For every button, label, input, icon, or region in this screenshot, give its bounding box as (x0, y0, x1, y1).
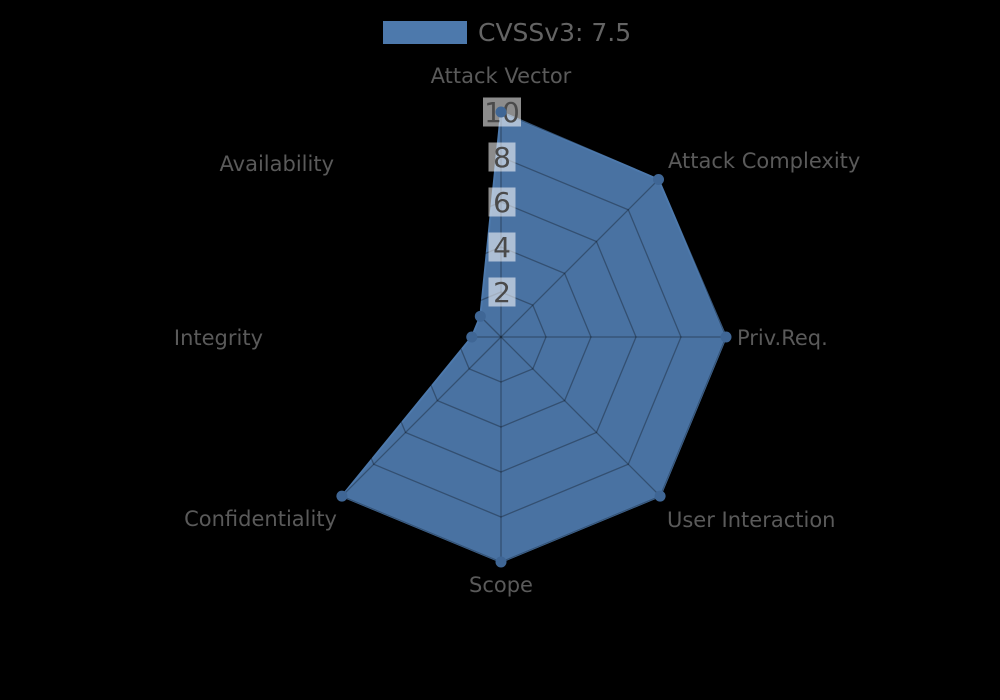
axis-label-priv-req: Priv.Req. (737, 326, 828, 350)
axis-label-availability: Availability (220, 152, 334, 176)
tick-label-box (488, 142, 516, 172)
axis-label-attack-complexity: Attack Complexity (668, 149, 860, 173)
tick-label: 2 (493, 276, 511, 309)
radar-grid-ring (455, 291, 547, 383)
radar-grid-ring (410, 246, 592, 428)
vertex-dot (495, 556, 507, 568)
radar-grid-spoke (341, 177, 502, 338)
vertex-dot (654, 490, 666, 502)
axis-label-scope: Scope (469, 573, 533, 597)
tick-label-box (488, 232, 516, 262)
vertex-dot (336, 490, 348, 502)
axis-label-confidentiality: Confidentiality (184, 507, 337, 531)
legend-swatch (383, 21, 467, 44)
vertex-dot (466, 331, 478, 343)
axis-label-user-interaction: User Interaction (667, 508, 835, 532)
vertex-dot (653, 173, 665, 185)
axis-label-integrity: Integrity (174, 326, 263, 350)
tick-label: 4 (493, 231, 511, 264)
legend-label: CVSSv3: 7.5 (478, 18, 632, 47)
tick-label: 6 (493, 186, 511, 219)
tick-label: 8 (493, 141, 511, 174)
vertex-dot (495, 106, 507, 118)
chart-legend: CVSSv3: 7.5 (383, 18, 631, 47)
vertex-dot (474, 310, 486, 322)
vertex-dot (720, 331, 732, 343)
radar-grid-spoke (500, 336, 661, 497)
radar-grid-spoke (500, 177, 661, 338)
radar-grid-spoke (341, 336, 502, 497)
tick-label-box (488, 277, 516, 307)
tick-label-box (488, 187, 516, 217)
radar-grid-ring (365, 201, 637, 473)
radar-grid-ring (320, 156, 682, 518)
axis-label-attack-vector: Attack Vector (431, 64, 572, 88)
